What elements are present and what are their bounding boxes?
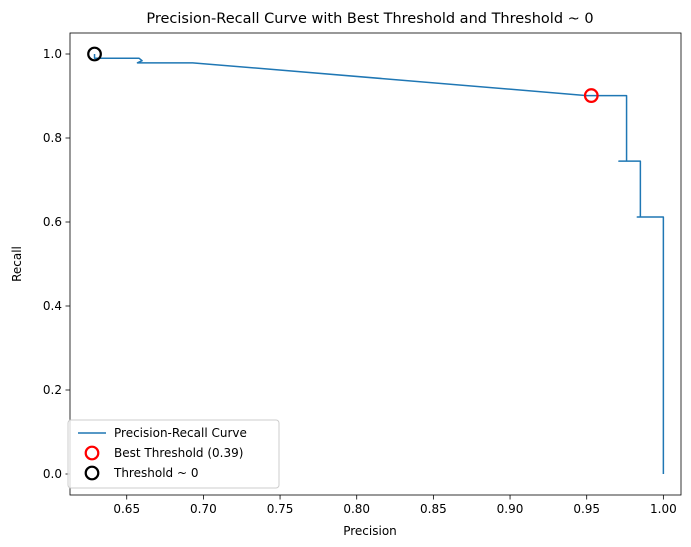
- x-tick-label: 0.70: [190, 502, 217, 516]
- x-tick-label: 0.95: [573, 502, 600, 516]
- y-tick-label: 1.0: [43, 47, 62, 61]
- y-tick-label: 0.8: [43, 131, 62, 145]
- x-tick-label: 0.75: [267, 502, 294, 516]
- legend-marker-swatch: [84, 445, 100, 461]
- plot-area: [69, 32, 682, 496]
- legend: Precision-Recall Curve Best Threshold (0.…: [67, 419, 280, 489]
- y-tick-label: 0.4: [43, 299, 62, 313]
- series-line: [93, 54, 665, 474]
- legend-label: Precision-Recall Curve: [114, 426, 247, 440]
- y-axis-label: Recall: [10, 246, 24, 282]
- x-tick-label: 0.85: [420, 502, 447, 516]
- x-axis-label: Precision: [343, 524, 397, 538]
- x-tick-label: 0.90: [497, 502, 524, 516]
- legend-label: Threshold ~ 0: [113, 466, 198, 480]
- chart-title: Precision-Recall Curve with Best Thresho…: [146, 11, 593, 27]
- axes-frame: [69, 32, 682, 496]
- x-axis-ticks: 0.65 0.70 0.75 0.80 0.85 0.90 0.95 1.00: [113, 495, 677, 516]
- x-tick-label: 1.00: [650, 502, 677, 516]
- x-tick-label: 0.80: [343, 502, 370, 516]
- y-tick-label: 0.2: [43, 383, 62, 397]
- threshold-marker: [583, 88, 599, 103]
- y-tick-label: 0.0: [43, 467, 62, 481]
- legend-box: [67, 419, 280, 489]
- x-tick-label: 0.65: [113, 502, 140, 516]
- y-tick-label: 0.6: [43, 215, 62, 229]
- legend-marker-swatch: [84, 465, 100, 481]
- threshold-marker: [87, 46, 102, 62]
- y-axis-ticks: 0.0 0.2 0.4 0.6 0.8 1.0: [43, 47, 70, 481]
- legend-label: Best Threshold (0.39): [114, 446, 243, 460]
